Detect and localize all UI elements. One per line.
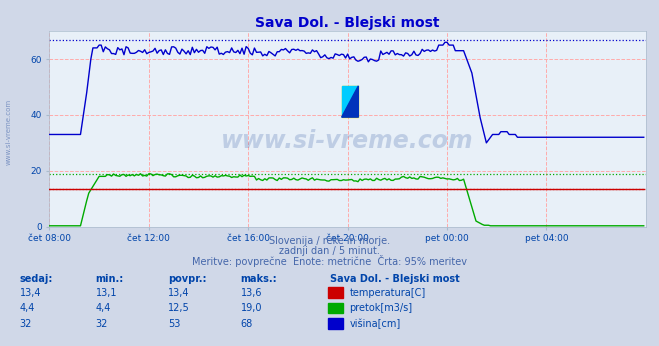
Text: zadnji dan / 5 minut.: zadnji dan / 5 minut. [279,246,380,256]
Text: temperatura[C]: temperatura[C] [349,288,426,298]
Text: sedaj:: sedaj: [20,274,53,284]
Text: maks.:: maks.: [241,274,277,284]
Text: 13,4: 13,4 [168,288,190,298]
Polygon shape [341,86,358,117]
Text: 13,4: 13,4 [20,288,42,298]
Title: Sava Dol. - Blejski most: Sava Dol. - Blejski most [256,16,440,30]
Text: 4,4: 4,4 [96,303,111,313]
Text: www.si-vreme.com: www.si-vreme.com [221,129,474,153]
Text: Slovenija / reke in morje.: Slovenija / reke in morje. [269,236,390,246]
Text: 68: 68 [241,319,253,329]
Text: min.:: min.: [96,274,124,284]
Polygon shape [341,86,358,117]
Text: 32: 32 [20,319,32,329]
Text: 13,1: 13,1 [96,288,117,298]
Text: www.si-vreme.com: www.si-vreme.com [5,98,12,165]
Text: 4,4: 4,4 [20,303,35,313]
Text: višina[cm]: višina[cm] [349,319,401,329]
Text: Meritve: povprečne  Enote: metrične  Črta: 95% meritev: Meritve: povprečne Enote: metrične Črta:… [192,255,467,267]
Text: povpr.:: povpr.: [168,274,206,284]
Text: 32: 32 [96,319,108,329]
Text: Sava Dol. - Blejski most: Sava Dol. - Blejski most [330,274,459,284]
Text: pretok[m3/s]: pretok[m3/s] [349,303,413,313]
Text: 13,6: 13,6 [241,288,262,298]
Text: 12,5: 12,5 [168,303,190,313]
Text: 53: 53 [168,319,181,329]
Bar [341,86,358,117]
Text: 19,0: 19,0 [241,303,262,313]
